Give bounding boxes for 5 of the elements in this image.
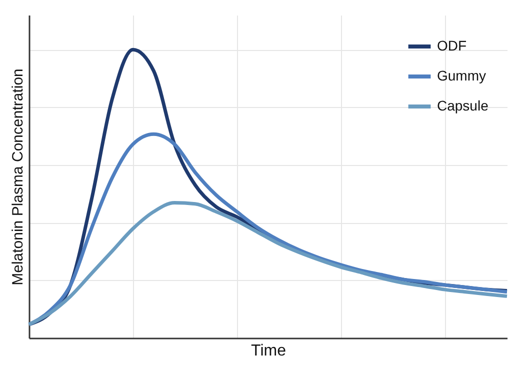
y-axis-title: Melatonin Plasma Concentration <box>10 68 26 286</box>
legend-label: Capsule <box>437 98 489 114</box>
legend-label: ODF <box>437 38 467 54</box>
legend-label: Gummy <box>437 68 486 84</box>
x-axis-title: Time <box>251 342 286 360</box>
